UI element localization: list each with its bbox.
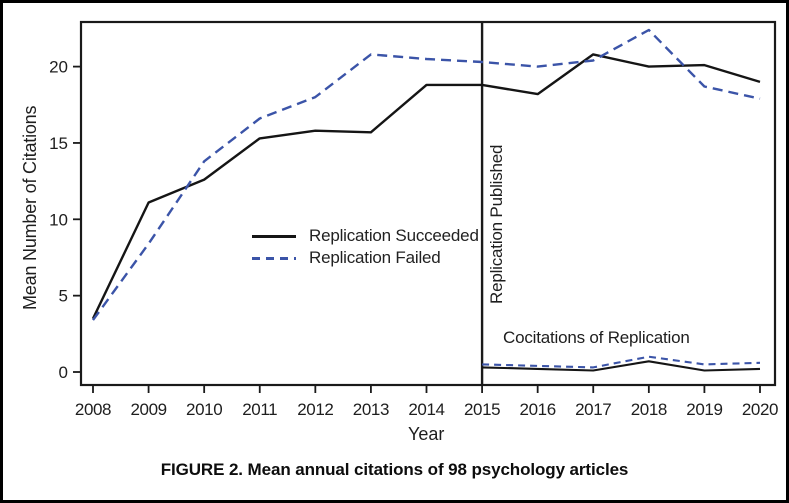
legend-row-failed: Replication Failed <box>252 247 479 269</box>
y-tick-label: 10 <box>49 210 68 229</box>
x-axis-title: Year <box>408 424 445 444</box>
legend: Replication Succeeded Replication Failed <box>252 225 479 269</box>
figure-caption: FIGURE 2. Mean annual citations of 98 ps… <box>160 460 629 479</box>
line-replication-failed <box>92 28 761 321</box>
x-tick-label: 2010 <box>186 400 222 419</box>
replication-published-label: Replication Published <box>487 144 506 304</box>
x-tick-label: 2017 <box>575 400 611 419</box>
cocitations-label: Cocitations of Replication <box>503 328 690 347</box>
plot-border <box>79 20 777 387</box>
x-tick-label: 2019 <box>686 400 722 419</box>
y-tick-label: 15 <box>49 134 68 153</box>
legend-row-succeeded: Replication Succeeded <box>252 225 479 247</box>
x-tick-label: 2015 <box>464 400 500 419</box>
x-tick-label: 2011 <box>242 400 277 419</box>
solid-line-swatch <box>252 234 296 238</box>
x-tick-label: 2020 <box>742 400 778 419</box>
x-tick-label: 2013 <box>353 400 389 419</box>
x-tick-label: 2018 <box>631 400 667 419</box>
x-tick-label: 2016 <box>520 400 556 419</box>
x-tick-label: 2014 <box>408 400 444 419</box>
line-cocitations-of-replication-failed <box>482 355 761 369</box>
y-axis-title: Mean Number of Citations <box>20 105 40 310</box>
x-tick-label: 2008 <box>75 400 111 419</box>
line-replication-succeeded <box>91 53 761 320</box>
line-cocitations-of-replication-succeeded <box>482 360 761 372</box>
x-tick-label: 2012 <box>297 400 333 419</box>
x-tick-label: 2009 <box>130 400 166 419</box>
chart-canvas: 2008 2009 2010 2011 2012 2013 2014 2015 2016 2017… <box>49 20 779 419</box>
y-tick-label: 5 <box>59 287 68 306</box>
legend-label-succeeded: Replication Succeeded <box>309 226 479 245</box>
y-tick-label: 0 <box>59 363 68 382</box>
y-tick-label: 20 <box>49 58 68 77</box>
dashed-line-swatch <box>252 256 296 260</box>
legend-label-failed: Replication Failed <box>309 248 441 267</box>
